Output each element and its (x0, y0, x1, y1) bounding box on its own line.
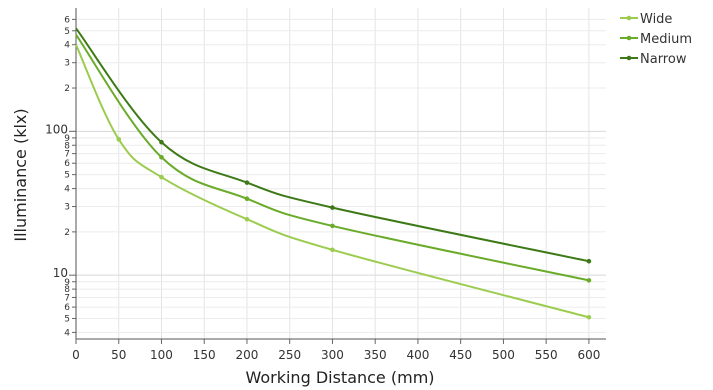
x-tick-label: 200 (236, 348, 259, 362)
x-axis-title: Working Distance (mm) (245, 368, 434, 387)
series-narrow-point (159, 139, 164, 145)
grid-lines (75, 8, 606, 339)
x-tick-label: 400 (406, 348, 429, 362)
y-minor-tick-label: 7 (64, 293, 70, 303)
series-medium-point (244, 196, 250, 202)
series-medium-point (330, 223, 335, 229)
y-minor-tick-label: 4 (64, 185, 70, 195)
legend-item-narrow: Narrow (620, 52, 687, 67)
series-wide (75, 44, 592, 320)
x-tick-label: 450 (449, 348, 472, 362)
series-lines (75, 27, 592, 320)
y-major-tick-label: 100 (45, 122, 68, 136)
y-minor-tick-label: 8 (64, 285, 70, 295)
x-tick-label: 250 (278, 348, 301, 362)
legend-label: Wide (640, 12, 672, 27)
x-tick-label: 0 (72, 348, 80, 362)
legend: Wide Medium Narrow (620, 12, 692, 67)
y-minor-tick-label: 6 (64, 303, 70, 313)
x-tick-labels: 0 50 100 150 200 250 300 350 400 450 500 550 600 (72, 348, 600, 362)
x-tick-label: 350 (364, 348, 387, 362)
y-major-tick-label: 10 (53, 266, 68, 280)
legend-label: Medium (640, 32, 692, 47)
series-wide-point (330, 247, 335, 253)
x-tick-label: 150 (193, 348, 216, 362)
y-minor-tick-label: 9 (64, 278, 70, 288)
x-tick-label: 550 (535, 348, 558, 362)
y-minor-tick-label: 4 (64, 41, 70, 51)
y-axis-title: Illuminance (klx) (11, 108, 30, 241)
legend-marker (626, 35, 632, 41)
legend-item-wide: Wide (620, 12, 672, 27)
series-narrow (75, 27, 592, 264)
axes (69, 8, 606, 344)
y-minor-tick-label: 4 (64, 328, 70, 338)
y-minor-tick-label: 8 (64, 141, 70, 151)
series-narrow-line (75, 27, 590, 263)
series-wide-point (116, 137, 122, 142)
y-minor-tick-label: 2 (64, 228, 70, 238)
series-medium-line (75, 34, 590, 282)
y-minor-tick-label: 5 (64, 27, 70, 37)
x-tick-label: 50 (111, 348, 126, 362)
y-minor-tick-label: 5 (64, 314, 70, 324)
series-wide-point (159, 174, 164, 180)
y-minor-tick-label: 3 (64, 203, 70, 213)
legend-marker (626, 15, 632, 21)
x-tick-label: 500 (492, 348, 515, 362)
x-tick-label: 100 (150, 348, 173, 362)
series-medium (75, 34, 592, 283)
y-minor-tick-label: 7 (64, 150, 70, 160)
legend-label: Narrow (640, 52, 687, 67)
y-minor-tick-label: 9 (64, 134, 70, 144)
series-narrow-point (330, 205, 335, 210)
legend-item-medium: Medium (620, 32, 692, 47)
x-tick-label: 600 (577, 348, 600, 362)
y-minor-tick-label: 6 (64, 159, 70, 169)
series-narrow-point (586, 258, 592, 264)
series-wide-line (75, 44, 590, 319)
y-minor-tick-label: 6 (64, 15, 70, 25)
series-medium-point (159, 154, 164, 160)
x-tick-label: 300 (321, 348, 344, 362)
y-minor-tick-label: 3 (64, 59, 70, 69)
y-minor-tick-label: 5 (64, 171, 70, 181)
legend-marker (626, 55, 632, 61)
series-wide-point (586, 314, 592, 320)
y-minor-tick-label: 2 (64, 84, 70, 94)
series-narrow-point (244, 180, 250, 185)
series-wide-point (244, 216, 250, 222)
series-medium-point (586, 278, 592, 283)
